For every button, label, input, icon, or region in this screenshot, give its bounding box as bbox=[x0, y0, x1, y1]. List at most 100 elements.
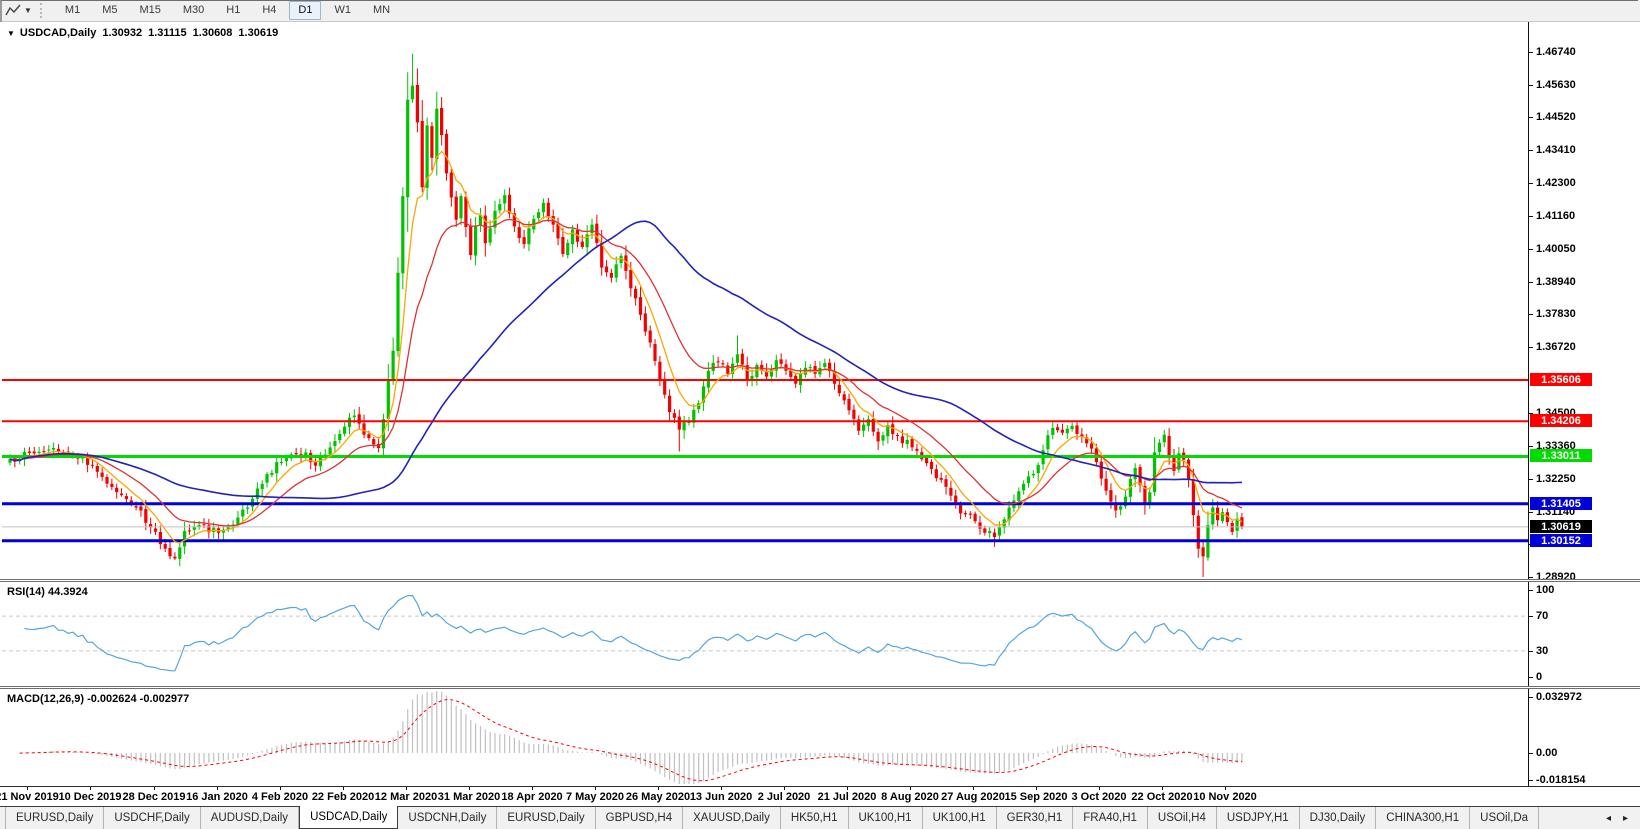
timeframe-button-m1[interactable]: M1 bbox=[64, 4, 81, 16]
price-tick-label: 1.42300 bbox=[1536, 177, 1576, 189]
chart-tab-hk50-h1[interactable]: HK50,H1 bbox=[781, 807, 849, 829]
price-tick-label: 1.32250 bbox=[1536, 473, 1576, 485]
toolbar-grip bbox=[39, 3, 48, 18]
chart-tool-button[interactable]: ▼ bbox=[0, 0, 36, 21]
chart-tab-uk100-h1[interactable]: UK100,H1 bbox=[849, 807, 923, 829]
timeframe-button-d1[interactable]: D1 bbox=[289, 1, 322, 20]
rsi-tick-label: 70 bbox=[1536, 610, 1549, 622]
chart-tab-usdchf-daily[interactable]: USDCHF,Daily bbox=[104, 807, 201, 829]
rsi-pane: 100 70 30 0 RSI(14) 44.3924 bbox=[0, 582, 1640, 686]
price-tick-label: 1.46740 bbox=[1536, 46, 1576, 58]
hline-price-label: 1.34206 bbox=[1530, 414, 1592, 427]
price-tick-mark bbox=[1529, 183, 1533, 184]
chart-tab-usoil-da[interactable]: USOil,Da bbox=[1470, 807, 1540, 829]
rsi-tick-label: 0 bbox=[1536, 671, 1543, 683]
date-tick-mark bbox=[343, 787, 344, 790]
price-tick-mark bbox=[1529, 85, 1533, 86]
chart-tab-xauusd-daily[interactable]: XAUUSD,Daily bbox=[683, 807, 781, 829]
chart-tab-gbpusd-h4[interactable]: GBPUSD,H4 bbox=[596, 807, 684, 829]
date-tick-mark bbox=[1099, 787, 1100, 790]
price-tick-label: 1.37830 bbox=[1536, 308, 1576, 320]
macd-tick-mark bbox=[1529, 780, 1533, 781]
scroll-left-icon[interactable]: ◂ bbox=[1605, 812, 1611, 824]
date-tick-label: 21 Nov 2019 bbox=[0, 791, 59, 803]
chart-tab-fra40-h1[interactable]: FRA40,H1 bbox=[1073, 807, 1148, 829]
current-price-label: 1.30619 bbox=[1530, 520, 1592, 533]
rsi-line bbox=[24, 594, 1243, 672]
price-plot-area[interactable] bbox=[2, 22, 1528, 579]
price-tick-mark bbox=[1529, 282, 1533, 283]
date-tick-label: 15 Sep 2020 bbox=[1004, 791, 1068, 803]
price-tick-mark bbox=[1529, 150, 1533, 151]
date-tick-mark bbox=[721, 787, 722, 790]
rsi-header: RSI(14) 44.3924 bbox=[7, 586, 88, 598]
macd-pane: 0.032972 0.00 -0.018154 MACD(12,26,9) -0.0… bbox=[0, 689, 1640, 786]
chart-tab-usdjpy-h1[interactable]: USDJPY,H1 bbox=[1217, 807, 1300, 829]
price-tick-label: 1.41160 bbox=[1536, 210, 1576, 222]
chart-tab-usoil-h4[interactable]: USOil,H4 bbox=[1148, 807, 1217, 829]
timeframe-button-m30[interactable]: M30 bbox=[182, 4, 205, 16]
timeframe-button-m5[interactable]: M5 bbox=[102, 4, 118, 16]
chart-tab-eurusd-daily[interactable]: EURUSD,Daily bbox=[497, 807, 596, 829]
date-tick-label: 10 Dec 2019 bbox=[58, 791, 122, 803]
date-tick-label: 28 Dec 2019 bbox=[122, 791, 186, 803]
chart-tab-audusd-daily[interactable]: AUDUSD,Daily bbox=[201, 807, 300, 829]
rsi-tick-mark bbox=[1529, 616, 1533, 617]
timeframe-button-m15[interactable]: M15 bbox=[139, 4, 161, 16]
date-tick-mark bbox=[532, 787, 533, 790]
collapse-triangle-icon[interactable]: ▼ bbox=[7, 28, 15, 38]
chart-tab-usdcnh-daily[interactable]: USDCNH,Daily bbox=[398, 807, 498, 829]
macd-header: MACD(12,26,9) -0.002624 -0.002977 bbox=[7, 693, 190, 705]
hline-price-label: 1.33011 bbox=[1530, 449, 1592, 462]
date-axis[interactable]: 21 Nov 2019 10 Dec 2019 28 Dec 2019 16 Jan … bbox=[0, 786, 1640, 807]
rsi-axis[interactable]: 100 70 30 0 bbox=[1528, 582, 1640, 686]
chevron-down-icon[interactable]: ▼ bbox=[24, 6, 32, 15]
timeframe-button-h1[interactable]: H1 bbox=[226, 4, 241, 16]
macd-axis[interactable]: 0.032972 0.00 -0.018154 bbox=[1528, 689, 1640, 786]
chart-tab-ger30-h1[interactable]: GER30,H1 bbox=[997, 807, 1074, 829]
macd-plot-area[interactable] bbox=[2, 689, 1528, 786]
date-tick-label: 27 Aug 2020 bbox=[941, 791, 1005, 803]
price-axis[interactable]: 1.46740 1.45630 1.44520 1.43410 1.42300 1.411… bbox=[1528, 22, 1640, 583]
ma-lines bbox=[9, 150, 1243, 544]
pane-separator[interactable] bbox=[0, 686, 1640, 689]
timeframe-button-mn[interactable]: MN bbox=[372, 4, 391, 16]
date-tick-label: 4 Feb 2020 bbox=[251, 791, 309, 803]
rsi-plot-area[interactable] bbox=[2, 582, 1528, 686]
date-tick-mark bbox=[1162, 787, 1163, 790]
ohlc-low: 1.30608 bbox=[192, 27, 233, 39]
date-tick-label: 12 Mar 2020 bbox=[374, 791, 438, 803]
price-tick-label: 1.44520 bbox=[1536, 111, 1576, 123]
date-tick-label: 10 Nov 2020 bbox=[1193, 791, 1257, 803]
macd-tick-label: 0.00 bbox=[1536, 747, 1558, 759]
scroll-right-icon[interactable]: ▸ bbox=[1622, 812, 1628, 824]
price-tick-mark bbox=[1529, 117, 1533, 118]
chart-tab-uk100-h1[interactable]: UK100,H1 bbox=[923, 807, 997, 829]
price-tick-mark bbox=[1529, 216, 1533, 217]
horizontal-lines[interactable] bbox=[2, 379, 1528, 543]
chart-tab-usdcad-daily[interactable]: USDCAD,Daily bbox=[299, 806, 399, 829]
ohlc-open: 1.30932 bbox=[102, 27, 143, 39]
tab-scroll-arrows: ◂ ▸ bbox=[1594, 807, 1640, 829]
timeframe-toolbar: ▼ M1 M5 M15 M30 H1 H4 D1 W1 MN bbox=[0, 0, 1640, 22]
timeframe-button-w1[interactable]: W1 bbox=[334, 4, 351, 16]
macd-signal-line bbox=[19, 699, 1242, 782]
rsi-tick-label: 30 bbox=[1536, 645, 1549, 657]
date-tick-mark bbox=[469, 787, 470, 790]
price-tick-mark bbox=[1529, 577, 1533, 578]
date-tick-label: 22 Feb 2020 bbox=[311, 791, 375, 803]
rsi-tick-mark bbox=[1529, 677, 1533, 678]
pane-separator[interactable] bbox=[0, 579, 1640, 582]
date-tick-label: 22 Oct 2020 bbox=[1131, 791, 1193, 803]
date-tick-label: 18 Apr 2020 bbox=[501, 791, 563, 803]
ohlc-close: 1.30619 bbox=[238, 27, 279, 39]
macd-tick-label: -0.018154 bbox=[1536, 774, 1586, 786]
timeframe-button-h4[interactable]: H4 bbox=[262, 4, 277, 16]
chart-tab-china300-h1[interactable]: CHINA300,H1 bbox=[1376, 807, 1471, 829]
chart-tab-dj30-daily[interactable]: DJ30,Daily bbox=[1300, 807, 1377, 829]
date-tick-mark bbox=[280, 787, 281, 790]
date-tick-mark bbox=[847, 787, 848, 790]
price-tick-mark bbox=[1529, 347, 1533, 348]
date-tick-mark bbox=[90, 787, 91, 790]
chart-tab-eurusd-daily[interactable]: EURUSD,Daily bbox=[5, 807, 105, 829]
